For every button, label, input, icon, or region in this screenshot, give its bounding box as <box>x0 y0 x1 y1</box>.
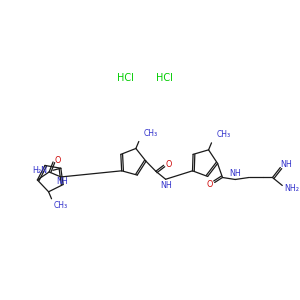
Text: O: O <box>165 160 172 169</box>
Text: CH₃: CH₃ <box>53 201 68 210</box>
Text: CH₃: CH₃ <box>216 130 230 139</box>
Text: HCl: HCl <box>117 73 134 83</box>
Text: NH: NH <box>230 169 241 178</box>
Text: O: O <box>207 180 213 189</box>
Text: NH₂: NH₂ <box>285 184 300 193</box>
Text: NH: NH <box>56 177 68 186</box>
Text: CH₃: CH₃ <box>144 129 158 138</box>
Text: O: O <box>55 156 61 165</box>
Text: NH: NH <box>160 181 172 190</box>
Text: H₂N: H₂N <box>32 166 47 175</box>
Text: NH: NH <box>280 160 292 169</box>
Text: HCl: HCl <box>156 73 173 83</box>
